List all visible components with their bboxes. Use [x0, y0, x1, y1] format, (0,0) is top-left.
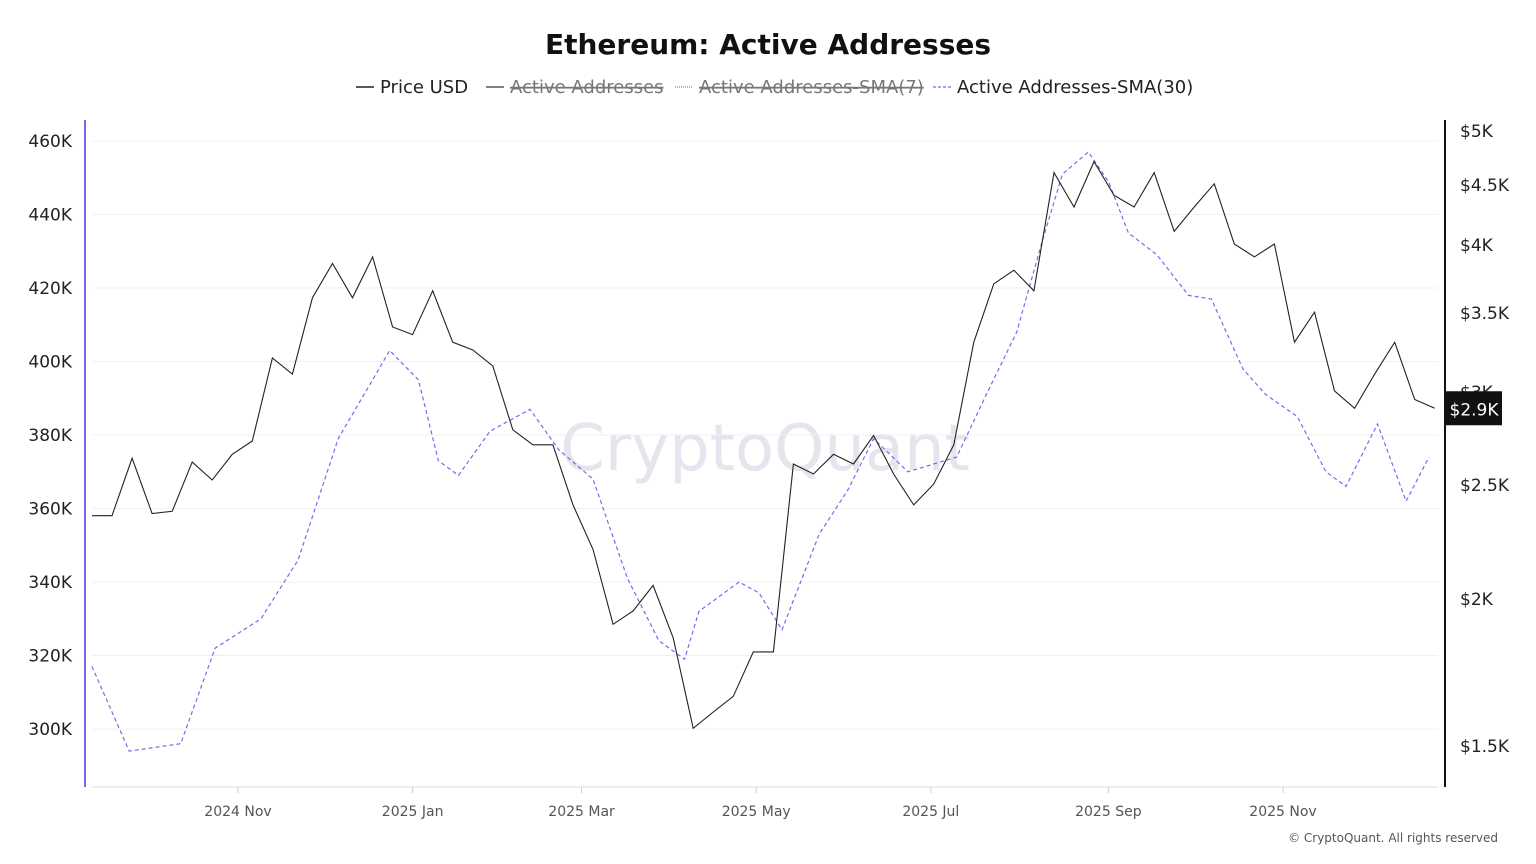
left-tick-label: 300K: [28, 720, 72, 740]
right-tick-label: $5K: [1460, 122, 1494, 142]
left-tick-label: 320K: [28, 647, 72, 667]
x-tick-label: 2025 May: [722, 804, 791, 820]
left-tick-label: 400K: [28, 353, 72, 373]
left-tick-label: 380K: [28, 426, 72, 446]
chart-title: Ethereum: Active Addresses: [545, 28, 991, 61]
price-line: [92, 160, 1435, 730]
right-tick-label: $1.5K: [1460, 737, 1510, 757]
x-tick-label: 2025 Mar: [548, 804, 615, 820]
right-tick-label: $2K: [1460, 590, 1494, 610]
legend-label: Active Addresses-SMA(30): [957, 77, 1193, 98]
left-tick-label: 360K: [28, 500, 72, 520]
right-tick-label: $2.5K: [1460, 476, 1510, 496]
legend: Price USD Active Addresses Active Addresse…: [356, 77, 1193, 98]
legend-item[interactable]: Active Addresses-SMA(30): [933, 77, 1193, 98]
x-tick-label: 2024 Nov: [204, 804, 271, 820]
legend-label: Active Addresses: [510, 77, 664, 98]
watermark: CryptoQuant: [560, 412, 970, 486]
left-tick-label: 420K: [28, 279, 72, 299]
legend-item[interactable]: Price USD: [356, 77, 468, 98]
x-tick-label: 2025 Jan: [382, 804, 444, 820]
legend-label: Active Addresses-SMA(7): [699, 77, 924, 98]
legend-item[interactable]: Active Addresses: [486, 77, 664, 98]
x-tick-label: 2025 Jul: [902, 804, 959, 820]
current-price-badge: $2.9K: [1446, 391, 1502, 426]
legend-label: Price USD: [380, 77, 468, 98]
x-tick-label: 2025 Nov: [1249, 804, 1316, 820]
legend-item[interactable]: Active Addresses-SMA(7): [675, 77, 924, 98]
right-tick-label: $4K: [1460, 236, 1494, 256]
right-tick-label: $4.5K: [1460, 176, 1510, 196]
right-tick-label: $3.5K: [1460, 304, 1510, 324]
left-tick-label: 440K: [28, 206, 72, 226]
left-tick-label: 340K: [28, 573, 72, 593]
copyright: © CryptoQuant. All rights reserved: [1288, 831, 1498, 845]
x-tick-label: 2025 Sep: [1075, 804, 1142, 820]
current-price-label: $2.9K: [1450, 400, 1500, 420]
left-tick-label: 460K: [28, 132, 72, 152]
